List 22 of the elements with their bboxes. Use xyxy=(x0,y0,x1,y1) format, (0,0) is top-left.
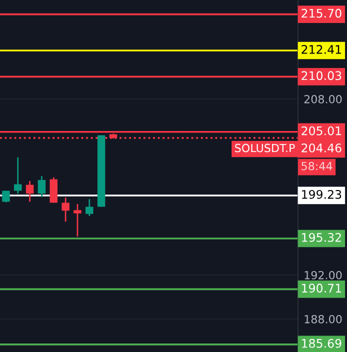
annotation: SOLUSDT.P xyxy=(235,144,295,152)
candlestick xyxy=(74,203,82,238)
ref-line-label: 212.41 xyxy=(302,44,341,54)
candlestick xyxy=(26,180,34,202)
candlestick xyxy=(14,156,22,194)
ref-line-label: 215.70 xyxy=(302,8,342,18)
candlestick xyxy=(38,175,46,198)
ref-line-label: 199.23 xyxy=(302,190,342,199)
ref-line-label: 210.03 xyxy=(302,71,342,80)
text: 58:44 xyxy=(302,162,332,170)
y-tick-label: 192.00 xyxy=(304,270,342,280)
ref-line-label: 185.69 xyxy=(302,338,342,348)
candlestick xyxy=(62,196,70,222)
ref-line-label: 190.71 xyxy=(302,284,341,293)
y-tick-label: 188.00 xyxy=(304,314,342,324)
ref-line-label: 195.32 xyxy=(302,232,341,242)
candlestick xyxy=(2,190,10,204)
ref-line-label: 205.01 xyxy=(302,126,341,136)
ref-line-label: 204.46 xyxy=(302,143,342,152)
candlestick xyxy=(50,176,58,204)
candlestick xyxy=(86,198,94,217)
y-tick-label: 208.00 xyxy=(304,94,342,104)
